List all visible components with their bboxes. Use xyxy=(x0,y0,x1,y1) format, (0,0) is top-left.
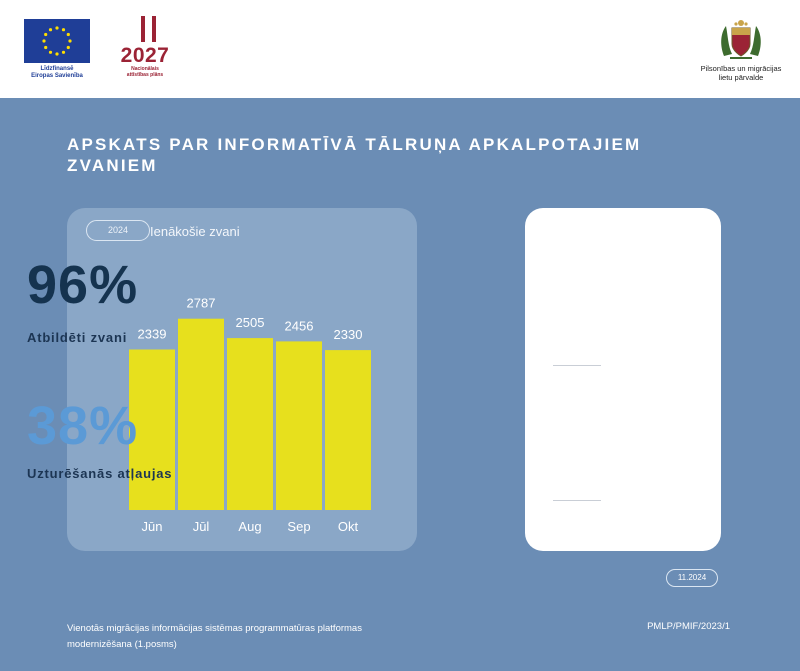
eu-caption-line1: Līdzfinansē xyxy=(40,66,74,72)
footer-project-code: PMLP/PMIF/2023/1 xyxy=(647,621,730,632)
bar xyxy=(276,341,322,510)
eu-star xyxy=(55,52,59,56)
bar xyxy=(178,318,224,510)
bar-value-label: 2339 xyxy=(138,327,167,342)
answered-percent: 96% xyxy=(27,255,139,315)
eu-stars-icon xyxy=(42,26,72,56)
x-tick-label: Aug xyxy=(238,519,261,534)
footer-project-line2: modernizēšana (1.posms) xyxy=(67,639,177,650)
eu-star xyxy=(48,50,53,54)
answered-label: Atbildēti zvani xyxy=(27,330,128,345)
eu-caption-line2: Eiropas Savienība xyxy=(31,73,83,79)
x-tick-label: Jūl xyxy=(193,519,210,534)
pmlp-caption: Pilsonības un migrācijas lietu pārvalde xyxy=(690,64,792,82)
header-bar: Līdzfinansē Eiropas Savienība 2027 Nacio… xyxy=(0,0,800,98)
nap-caption-line1: Nacionālais xyxy=(131,66,159,72)
bar-value-label: 2787 xyxy=(187,296,216,311)
divider xyxy=(553,500,601,501)
eu-star xyxy=(48,28,53,32)
eu-star xyxy=(55,26,59,30)
bar xyxy=(129,349,175,510)
page-title: APSKATS PAR INFORMATĪVĀ TĀLRUŅA APKALPOT… xyxy=(67,135,642,175)
nap-logo-icon xyxy=(141,16,156,42)
bar-chart: 2339 Jūn 2787 Jūl 2505 Aug 2456 Sep 2330 Okt xyxy=(129,296,371,534)
bar xyxy=(227,338,273,510)
bar-value-label: 2330 xyxy=(334,327,363,342)
eu-star xyxy=(66,45,70,50)
eu-star xyxy=(42,39,46,43)
x-tick-label: Sep xyxy=(287,519,310,534)
eu-star xyxy=(44,45,48,50)
eu-caption: Līdzfinansē Eiropas Savienība xyxy=(17,66,97,80)
pmlp-caption-line2: lietu pārvalde xyxy=(718,73,764,82)
chart-card: 2024 Ienākošie zvani 2339 Jūn 2787 Jūl 2505 A… xyxy=(67,208,417,551)
eu-star xyxy=(66,32,70,37)
pmlp-caption-line1: Pilsonības un migrācijas xyxy=(700,64,782,73)
nap-caption-line2: attīstības plāns xyxy=(126,72,164,78)
residence-percent: 38% xyxy=(27,396,139,456)
eu-star xyxy=(68,39,72,43)
footer-project-line1: Vienotās migrācijas informācijas sistēma… xyxy=(67,623,362,634)
x-tick-label: Jūn xyxy=(142,519,163,534)
nap-caption: Nacionālais attīstības plāns xyxy=(118,66,172,78)
eu-star xyxy=(61,50,66,54)
residence-label: Uzturēšanās atļaujas xyxy=(27,466,173,481)
date-pill: 11.2024 xyxy=(666,569,718,587)
bar xyxy=(325,350,371,510)
eu-star xyxy=(61,28,66,32)
bar-value-label: 2505 xyxy=(236,315,265,330)
stats-card xyxy=(525,208,721,551)
eu-star xyxy=(44,32,48,37)
bar-value-label: 2456 xyxy=(285,318,314,333)
eu-flag-icon xyxy=(24,19,90,63)
divider xyxy=(553,365,601,366)
year-pill: 2024 xyxy=(86,220,150,241)
nap-year: 2027 xyxy=(120,44,170,67)
footer-project: Vienotās migrācijas informācijas sistēma… xyxy=(67,621,367,653)
x-tick-label: Okt xyxy=(338,519,359,534)
coat-of-arms-icon xyxy=(721,20,761,59)
chart-label: Ienākošie zvani xyxy=(150,224,240,239)
